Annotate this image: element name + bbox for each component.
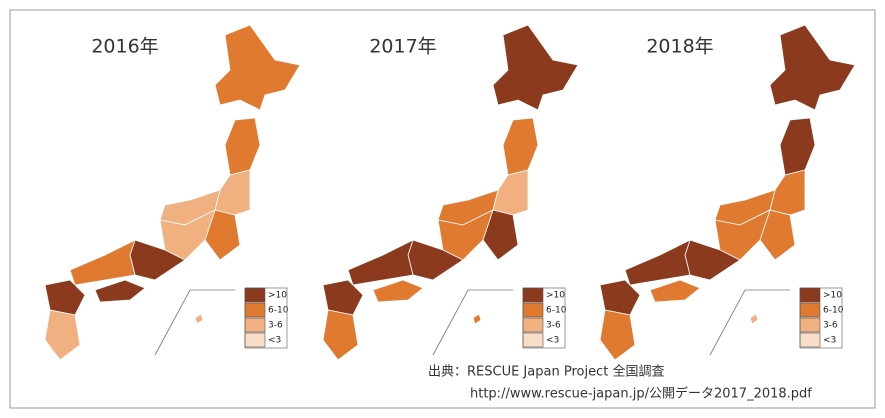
legend-label: >10 [823, 291, 842, 301]
map-title: 2018年 [646, 36, 713, 58]
legend-swatch [523, 318, 543, 332]
legend-swatch [523, 288, 543, 302]
legend-label: <3 [823, 336, 836, 346]
legend-swatch [523, 333, 543, 347]
legend-label: 3-6 [268, 321, 283, 331]
legend-label: <3 [546, 336, 559, 346]
legend-swatch [800, 288, 820, 302]
legend-label: >10 [268, 291, 287, 301]
legend-label: 6-10 [546, 306, 567, 316]
legend-label: <3 [268, 336, 281, 346]
legend-swatch [800, 333, 820, 347]
legend-swatch [245, 303, 265, 317]
legend-swatch [245, 318, 265, 332]
legend-label: 6-10 [268, 306, 289, 316]
legend-swatch [523, 303, 543, 317]
figure: 出典：RESCUE Japan Project 全国調査 http://www.… [0, 0, 885, 418]
legend-swatch [245, 333, 265, 347]
map-title: 2017年 [369, 36, 436, 58]
source-url: http://www.rescue-japan.jp/公開データ2017_201… [470, 386, 812, 402]
legend-swatch [800, 303, 820, 317]
legend-swatch [800, 318, 820, 332]
legend-label: 3-6 [546, 321, 561, 331]
map-figure: 出典：RESCUE Japan Project 全国調査 http://www.… [0, 0, 885, 418]
source-line: 出典：RESCUE Japan Project 全国調査 [428, 364, 664, 380]
map-title: 2016年 [91, 36, 158, 58]
legend-swatch [245, 288, 265, 302]
legend-label: 6-10 [823, 306, 844, 316]
legend-label: >10 [546, 291, 565, 301]
legend-label: 3-6 [823, 321, 838, 331]
